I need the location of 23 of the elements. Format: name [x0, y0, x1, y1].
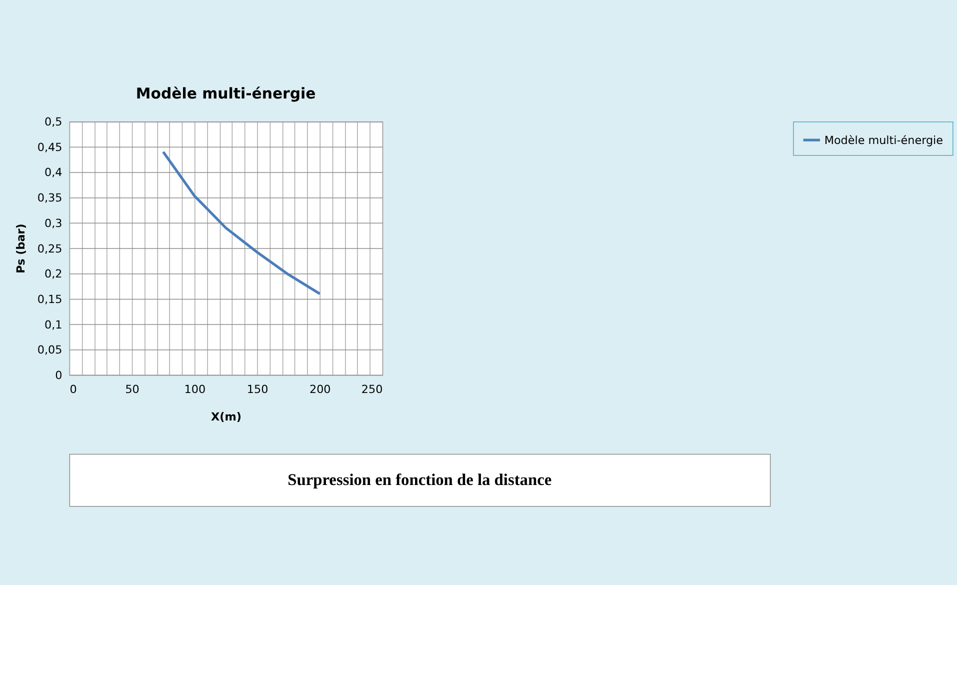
y-tick-label: 0,05	[37, 344, 62, 357]
line-series	[162, 150, 322, 296]
y-tick-label: 0,1	[44, 318, 62, 332]
text: Surpression en fonction de la distance	[288, 470, 552, 490]
y-tick-label: 0,15	[37, 292, 62, 306]
x-tick-label: 150	[246, 383, 268, 396]
y-tick-label: 0,4	[44, 166, 62, 180]
y-tick-label: 0,5	[44, 116, 62, 129]
x-tick-label: 100	[184, 383, 206, 396]
x-tick-label: 200	[309, 383, 331, 396]
legend-label: Modèle multi-énergie	[824, 134, 944, 147]
y-tick-label: 0	[55, 368, 62, 382]
y-tick-label: 0,2	[44, 268, 62, 281]
x-tick-label: 50	[125, 383, 140, 396]
y-axis-title: Ps (bar)	[14, 224, 28, 274]
x-tick-label: 0	[70, 383, 77, 396]
chart-title: Modèle multi-énergie	[136, 84, 316, 102]
x-axis-title: X(m)	[210, 410, 242, 424]
x-tick-label: 250	[361, 383, 383, 396]
y-tick-label: 0,3	[44, 216, 62, 230]
y-tick-label: 0,25	[37, 242, 62, 256]
y-tick-label: 0,35	[37, 192, 62, 205]
y-tick-label: 0,45	[37, 140, 62, 154]
